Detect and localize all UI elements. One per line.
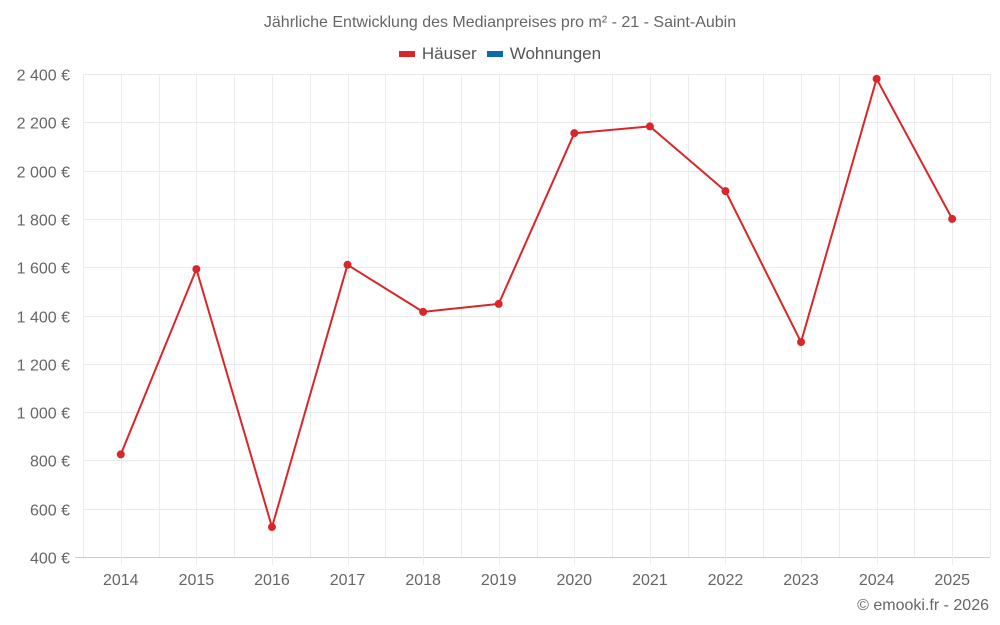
y-tick-label: 1 000 €: [17, 406, 70, 423]
y-tick-label: 1 200 €: [17, 358, 70, 375]
data-point[interactable]: [116, 450, 125, 459]
data-point[interactable]: [797, 338, 806, 347]
legend-swatch-haeuser: [398, 51, 415, 57]
y-tick-label: 2 200 €: [17, 116, 70, 133]
x-tick-label: 2025: [934, 572, 970, 589]
legend: Häuser Wohnungen: [0, 44, 1000, 64]
chart-title: Jährliche Entwicklung des Medianpreises …: [263, 14, 737, 31]
legend-label-wohnungen: Wohnungen: [509, 44, 602, 63]
data-point[interactable]: [192, 265, 201, 274]
x-tick-label: 2023: [783, 572, 819, 589]
x-tick-label: 2019: [481, 572, 517, 589]
y-tick-label: 2 400 €: [17, 68, 70, 85]
x-tick-label: 2022: [708, 572, 744, 589]
data-point[interactable]: [570, 129, 579, 138]
y-axis: 400 € 600 € 800 € 1 000 € 1 200 € 1 400 € 1 60…: [17, 68, 70, 568]
legend-item-haeuser[interactable]: Häuser: [398, 44, 477, 64]
legend-label-haeuser: Häuser: [421, 44, 477, 63]
y-tick-label: 1 800 €: [17, 213, 70, 230]
x-tick-label: 2017: [330, 572, 366, 589]
y-tick-label: 2 000 €: [17, 165, 70, 182]
data-point[interactable]: [721, 187, 730, 196]
data-point[interactable]: [948, 214, 957, 223]
x-tick-label: 2014: [103, 572, 139, 589]
x-tick-label: 2021: [632, 572, 668, 589]
data-point[interactable]: [872, 74, 881, 83]
data-point[interactable]: [419, 307, 428, 316]
series-line: [119, 77, 954, 529]
legend-swatch-wohnungen: [486, 51, 503, 57]
grid: [75, 74, 991, 565]
data-point[interactable]: [267, 523, 276, 532]
y-tick-label: 600 €: [30, 503, 70, 520]
x-tick-label: 2018: [405, 572, 441, 589]
credit: © emooki.fr - 2026: [857, 597, 989, 614]
x-tick-label: 2020: [556, 572, 592, 589]
y-tick-label: 400 €: [30, 551, 70, 568]
data-point[interactable]: [343, 260, 352, 269]
y-tick-label: 1 600 €: [17, 261, 70, 278]
x-tick-label: 2016: [254, 572, 290, 589]
series-haeuser: [116, 74, 957, 532]
x-tick-label: 2015: [179, 572, 215, 589]
data-point[interactable]: [494, 299, 503, 308]
legend-item-wohnungen[interactable]: Wohnungen: [486, 44, 602, 64]
y-tick-label: 800 €: [30, 454, 70, 471]
x-tick-label: 2024: [859, 572, 895, 589]
data-point[interactable]: [645, 122, 654, 131]
y-tick-label: 1 400 €: [17, 310, 70, 327]
x-axis: 2014 2015 2016 2017 2018 2019 2020 2021 2022 2023…: [103, 572, 970, 589]
